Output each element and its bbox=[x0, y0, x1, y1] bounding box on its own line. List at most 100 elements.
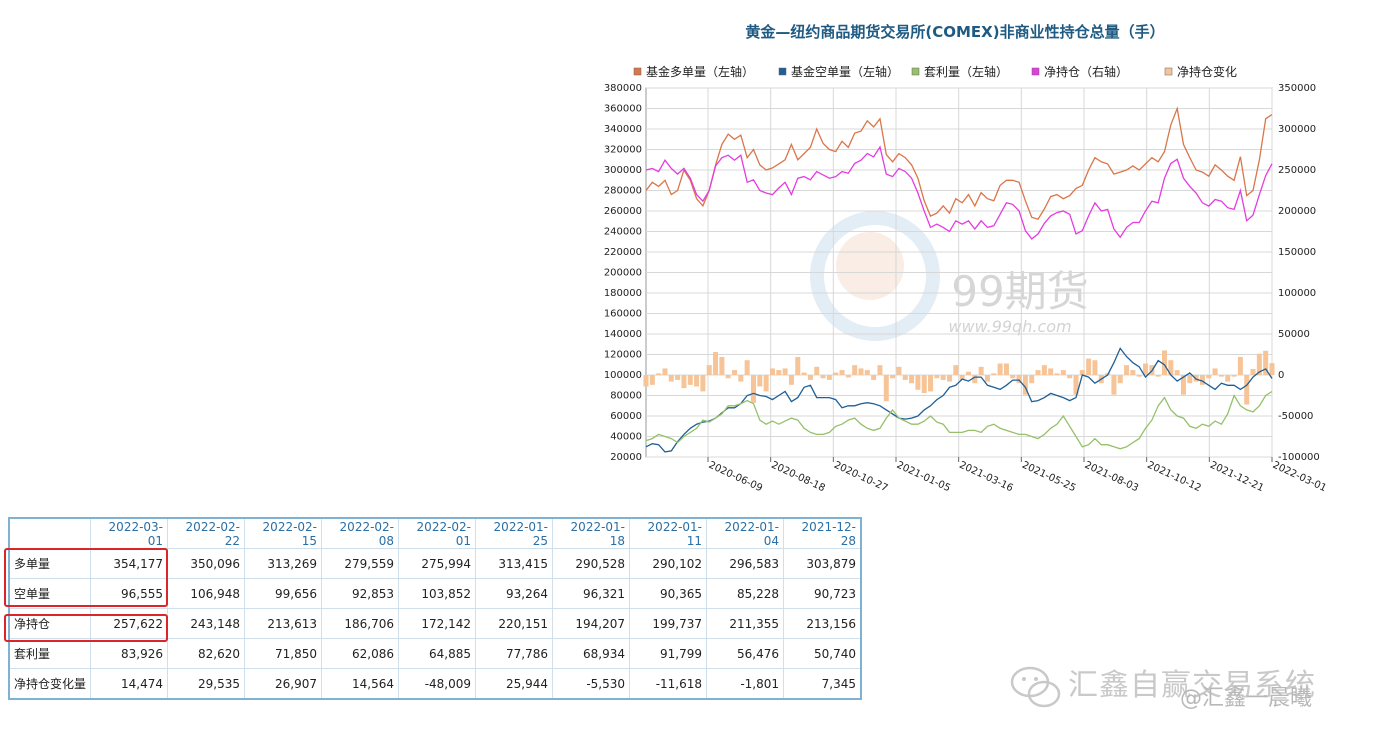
net-change-bar bbox=[991, 373, 997, 375]
table-cell: -11,618 bbox=[629, 668, 708, 700]
table-column-header: 2022-01-18 bbox=[552, 517, 631, 549]
net-change-bar bbox=[1003, 363, 1009, 375]
table-row-label: 净持仓变化量 bbox=[8, 668, 92, 700]
right-axis-tick: 0 bbox=[1278, 370, 1284, 381]
net-change-bar bbox=[915, 375, 921, 390]
table-cell: 243,148 bbox=[167, 608, 246, 639]
left-axis-tick: 160000 bbox=[604, 309, 642, 320]
net-change-bar bbox=[1162, 350, 1168, 375]
net-change-bar bbox=[649, 375, 655, 385]
x-axis-tick: 2021-08-03 bbox=[1083, 460, 1140, 495]
left-axis-tick: 260000 bbox=[604, 206, 642, 217]
net-change-bar bbox=[656, 373, 662, 375]
net-change-bar bbox=[1199, 375, 1205, 385]
net-change-bar bbox=[782, 368, 788, 375]
net-change-bar bbox=[1174, 370, 1180, 375]
net-change-bar bbox=[972, 375, 978, 384]
net-change-bar bbox=[744, 360, 750, 375]
table-cell: 313,415 bbox=[475, 548, 554, 579]
left-axis-tick: 320000 bbox=[604, 145, 642, 156]
x-axis-tick: 2020-10-27 bbox=[832, 460, 889, 495]
table-cell: 211,355 bbox=[706, 608, 785, 639]
net-change-bar bbox=[1079, 370, 1085, 375]
footer-account: 汇鑫自赢交易系统 bbox=[1068, 668, 1316, 703]
table-cell: 91,799 bbox=[629, 638, 708, 669]
series-line-1 bbox=[645, 347, 1273, 453]
net-change-bar bbox=[795, 356, 801, 375]
net-change-bar bbox=[1035, 370, 1041, 375]
table-cell: 275,994 bbox=[398, 548, 477, 579]
footer-watermark: 汇鑫自赢交易系统 @汇鑫一晨曦 bbox=[1008, 660, 1378, 720]
right-axis-tick: 350000 bbox=[1278, 83, 1316, 94]
left-axis-tick: 300000 bbox=[604, 165, 642, 176]
legend-swatch-3 bbox=[1031, 67, 1040, 76]
table-column-header: 2022-02-01 bbox=[398, 517, 477, 549]
left-axis-tick: 60000 bbox=[610, 411, 642, 422]
table-cell: 50,740 bbox=[783, 638, 862, 669]
legend-swatch-4 bbox=[1164, 67, 1173, 76]
net-change-bar bbox=[1180, 375, 1186, 395]
legend-label-0: 基金多单量（左轴） bbox=[646, 64, 754, 79]
table-cell: -48,009 bbox=[398, 668, 477, 700]
table-cell: 199,737 bbox=[629, 608, 708, 639]
table-cell: 14,564 bbox=[321, 668, 400, 700]
highlight-box-long-short bbox=[4, 548, 168, 607]
net-change-bar bbox=[1054, 373, 1060, 375]
chart-title: 黄金—纽约商品期货交易所(COMEX)非商业性持仓总量（手） bbox=[745, 23, 1164, 41]
right-axis-tick: 100000 bbox=[1278, 288, 1316, 299]
table-cell: 14,474 bbox=[90, 668, 169, 700]
x-axis-tick: 2020-08-18 bbox=[769, 460, 826, 495]
net-change-bar bbox=[1124, 365, 1130, 375]
table-cell: 172,142 bbox=[398, 608, 477, 639]
table-cell: 194,207 bbox=[552, 608, 631, 639]
net-change-bar bbox=[807, 375, 813, 380]
net-change-bar bbox=[921, 375, 927, 394]
net-change-bar bbox=[820, 375, 826, 379]
left-axis-tick: 20000 bbox=[610, 452, 642, 463]
net-change-bar bbox=[934, 375, 940, 379]
table-cell: 85,228 bbox=[706, 578, 785, 609]
net-change-bar bbox=[750, 375, 756, 403]
net-change-bar bbox=[681, 375, 687, 389]
table-column-header: 2021-12-28 bbox=[783, 517, 862, 549]
table-cell: 92,853 bbox=[321, 578, 400, 609]
table-cell: 213,156 bbox=[783, 608, 862, 639]
legend-label-2: 套利量（左轴） bbox=[924, 64, 1008, 79]
left-axis-tick: 200000 bbox=[604, 268, 642, 279]
net-change-bar bbox=[675, 375, 681, 380]
highlight-box-net-position bbox=[4, 614, 168, 642]
net-change-bar bbox=[776, 370, 782, 375]
net-change-bar bbox=[1111, 375, 1117, 395]
net-change-bar bbox=[947, 375, 953, 382]
net-change-bar bbox=[852, 365, 858, 375]
table-row-label: 套利量 bbox=[8, 638, 92, 669]
net-change-bar bbox=[858, 368, 864, 375]
left-axis-tick: 120000 bbox=[604, 350, 642, 361]
net-change-bar bbox=[706, 365, 712, 375]
net-change-bar bbox=[738, 375, 744, 382]
table-cell: 296,583 bbox=[706, 548, 785, 579]
series-lines bbox=[645, 106, 1273, 453]
left-axis-tick: 180000 bbox=[604, 288, 642, 299]
x-axis-tick: 2021-01-05 bbox=[895, 460, 952, 495]
right-axis-tick: 250000 bbox=[1278, 165, 1316, 176]
net-change-bar bbox=[662, 368, 668, 375]
left-axis-tick: 240000 bbox=[604, 227, 642, 238]
footer-author: @汇鑫一晨曦 bbox=[1180, 686, 1313, 711]
table-row: 净持仓 257,622 243,148 213,613 186,706 172,142 22… bbox=[8, 608, 862, 639]
series-line-2 bbox=[645, 390, 1273, 450]
watermark-brand: 99期货 bbox=[951, 267, 1088, 316]
net-change-bar bbox=[940, 375, 946, 380]
net-change-bar bbox=[1073, 375, 1079, 395]
left-axis-tick: 340000 bbox=[604, 124, 642, 135]
legend-label-3: 净持仓（右轴） bbox=[1044, 64, 1128, 79]
net-change-bar bbox=[1155, 375, 1161, 377]
table-row: 套利量 83,926 82,620 71,850 62,086 64,885 77,786 6… bbox=[8, 638, 862, 669]
net-change-bar bbox=[1218, 375, 1224, 377]
table-cell: 213,613 bbox=[244, 608, 323, 639]
table-cell: 350,096 bbox=[167, 548, 246, 579]
right-axis-tick: 50000 bbox=[1278, 329, 1310, 340]
watermark: 99期货 www.99qh.com bbox=[810, 211, 1089, 341]
series-line-3 bbox=[645, 145, 1273, 240]
net-change-bar bbox=[953, 365, 959, 375]
